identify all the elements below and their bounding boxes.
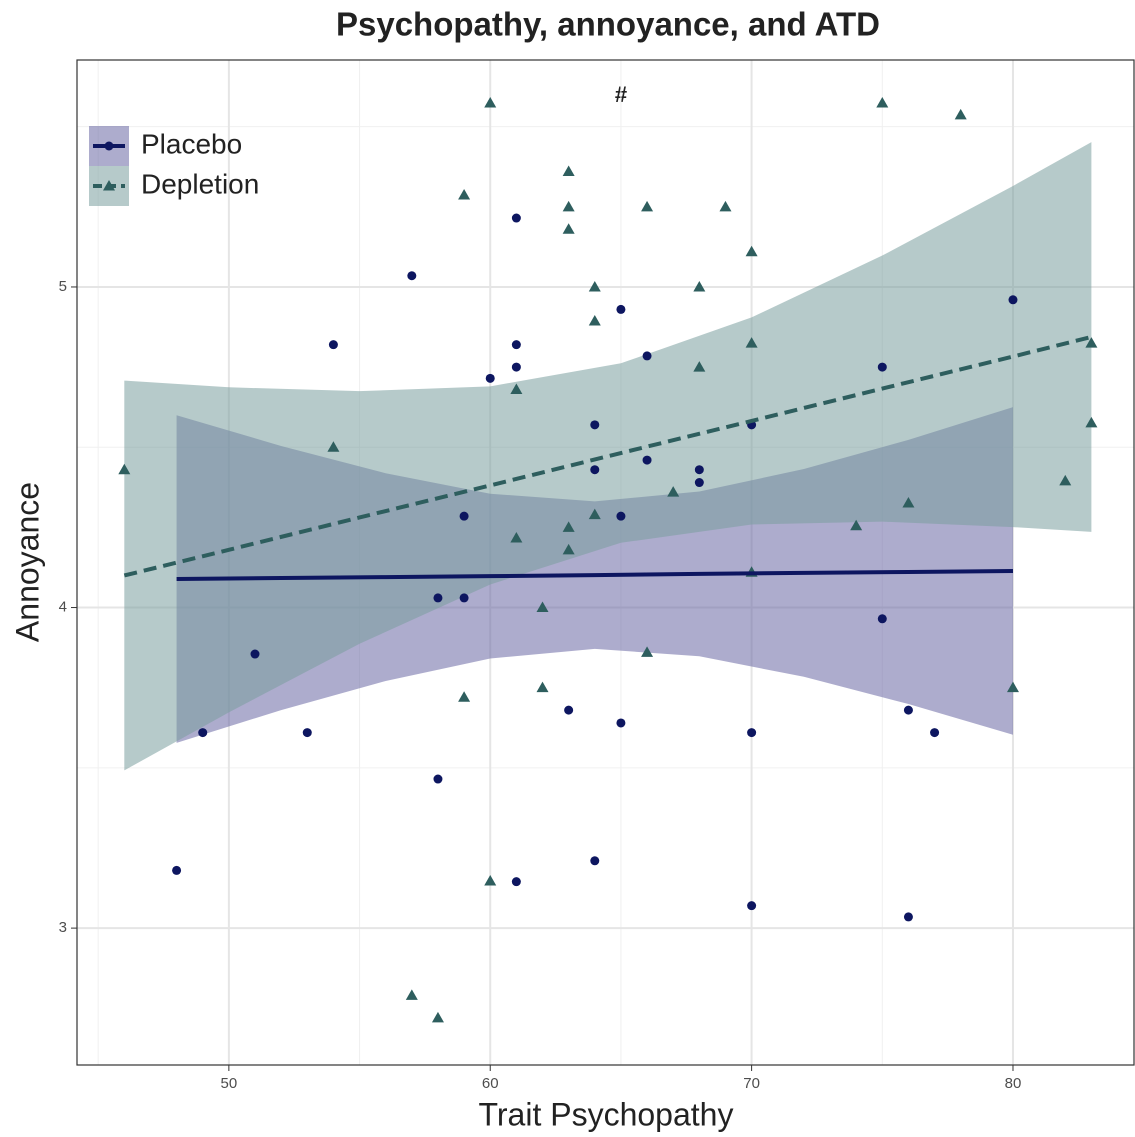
x-axis-label: Trait Psychopathy bbox=[479, 1096, 734, 1132]
x-tick-label: 50 bbox=[221, 1075, 238, 1092]
point bbox=[693, 361, 706, 372]
legend-marker bbox=[103, 180, 115, 191]
point bbox=[903, 705, 913, 715]
point bbox=[458, 188, 471, 200]
point bbox=[172, 865, 182, 875]
point bbox=[590, 856, 600, 866]
x-tick-label: 80 bbox=[1005, 1075, 1022, 1092]
point bbox=[877, 362, 887, 372]
point bbox=[562, 165, 575, 177]
point bbox=[903, 912, 913, 922]
confidence-band bbox=[124, 142, 1092, 771]
point bbox=[458, 691, 471, 702]
point bbox=[588, 508, 601, 520]
y-tick-label: 5 bbox=[59, 278, 67, 295]
point bbox=[510, 383, 523, 395]
point bbox=[511, 362, 521, 372]
point bbox=[302, 728, 312, 738]
point bbox=[459, 593, 469, 603]
y-axis-label: Annoyance bbox=[9, 482, 45, 642]
point bbox=[1006, 681, 1019, 693]
point bbox=[641, 646, 654, 657]
point bbox=[536, 681, 549, 693]
point bbox=[590, 420, 600, 430]
point bbox=[877, 614, 887, 624]
point bbox=[876, 96, 889, 108]
y-tick-label: 3 bbox=[59, 919, 67, 936]
point bbox=[745, 337, 758, 348]
point bbox=[642, 351, 652, 361]
legend-label: Depletion bbox=[141, 168, 259, 199]
point bbox=[954, 108, 967, 120]
point bbox=[118, 463, 131, 475]
point bbox=[564, 705, 574, 715]
point bbox=[562, 223, 575, 234]
point bbox=[616, 304, 626, 314]
point bbox=[562, 543, 575, 555]
point bbox=[198, 728, 208, 738]
point bbox=[511, 877, 521, 887]
point bbox=[694, 465, 704, 475]
point bbox=[902, 497, 915, 508]
x-tick-label: 60 bbox=[482, 1075, 499, 1092]
point bbox=[562, 200, 575, 212]
point bbox=[407, 271, 417, 281]
plot-border bbox=[76, 59, 1135, 1066]
point bbox=[250, 649, 260, 659]
point bbox=[1008, 295, 1018, 305]
point bbox=[616, 718, 626, 728]
x-tick-label: 70 bbox=[743, 1075, 760, 1092]
point bbox=[327, 441, 340, 452]
point bbox=[747, 728, 757, 738]
point bbox=[431, 1011, 444, 1023]
point bbox=[484, 96, 497, 108]
point bbox=[588, 280, 601, 292]
point bbox=[536, 601, 549, 613]
point bbox=[694, 478, 704, 488]
legend-label: Placebo bbox=[141, 128, 242, 159]
point bbox=[328, 340, 338, 350]
point bbox=[642, 455, 652, 465]
point bbox=[719, 200, 732, 212]
point bbox=[433, 593, 443, 603]
point bbox=[510, 531, 523, 543]
y-tick-label: 4 bbox=[59, 599, 67, 616]
point bbox=[433, 774, 443, 784]
point bbox=[485, 373, 495, 383]
point bbox=[745, 245, 758, 257]
point bbox=[590, 465, 600, 475]
point bbox=[484, 874, 497, 886]
point bbox=[747, 901, 757, 911]
point bbox=[641, 200, 654, 212]
chart-title: Psychopathy, annoyance, and ATD bbox=[336, 6, 880, 43]
point bbox=[667, 486, 680, 497]
point bbox=[511, 213, 521, 223]
point bbox=[562, 521, 575, 532]
point bbox=[459, 511, 469, 521]
point bbox=[588, 314, 601, 326]
fit-line bbox=[176, 568, 1013, 582]
point bbox=[850, 519, 863, 531]
point bbox=[1085, 416, 1098, 428]
point bbox=[616, 511, 626, 521]
legend-marker bbox=[104, 141, 114, 151]
point bbox=[511, 340, 521, 350]
point bbox=[1059, 474, 1072, 486]
point bbox=[930, 728, 940, 738]
point bbox=[1085, 337, 1098, 348]
point bbox=[693, 280, 706, 292]
fit-line bbox=[123, 335, 1092, 578]
point bbox=[405, 989, 418, 1000]
